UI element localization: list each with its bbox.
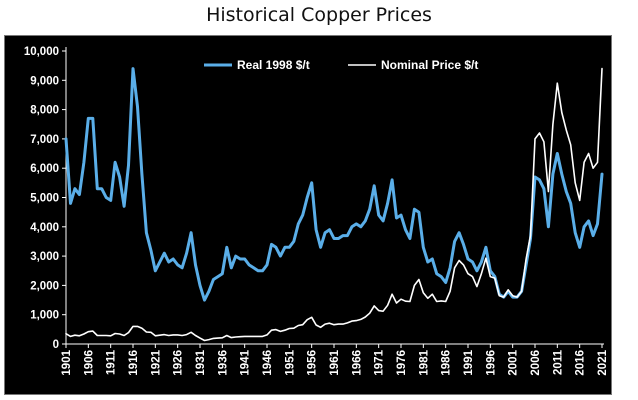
x-tick-label: 2006 (530, 350, 542, 376)
y-tick-label: 2,000 (30, 280, 59, 292)
x-tick-label: 1941 (240, 349, 252, 375)
y-tick-label: 8,000 (30, 105, 59, 117)
y-tick-label: 3,000 (30, 251, 59, 263)
x-tick-label: 1916 (128, 350, 140, 376)
series-line-nominal (65, 67, 603, 342)
x-tick-label: 2021 (597, 349, 609, 375)
x-tick-label: 1951 (284, 349, 296, 375)
x-tick-label: 1906 (83, 350, 95, 376)
x-tick-label: 1996 (485, 350, 497, 376)
series-line-real (64, 67, 604, 302)
x-tick-label: 1961 (329, 349, 341, 375)
chart-area: 0 1,000 2,000 3,000 4,000 5,000 6,000 7,000 8,00… (4, 35, 612, 395)
y-tick-label: 1,000 (30, 310, 59, 322)
y-tick-label: 6,000 (30, 163, 59, 175)
x-tick-label: 1956 (307, 350, 319, 376)
x-tick-label: 2016 (575, 350, 587, 376)
x-tick-label: 1966 (351, 350, 363, 376)
x-tick-label: 1931 (195, 349, 207, 375)
y-tick-label: 9,000 (30, 75, 59, 87)
legend-label-real: Real 1998 $/t (237, 58, 310, 72)
x-tick-label: 1981 (418, 349, 430, 375)
y-tick-label: 0 (53, 339, 59, 351)
x-tick-label: 2001 (508, 349, 520, 375)
y-tick-label: 10,000 (24, 46, 59, 58)
x-tick-label: 1901 (61, 349, 73, 375)
y-tick-label: 7,000 (30, 134, 59, 146)
y-tick-label: 5,000 (30, 193, 59, 205)
x-tick-label: 1946 (262, 350, 274, 376)
x-tick-label: 1926 (173, 350, 185, 376)
x-tick-label: 1971 (374, 349, 386, 375)
x-tick-label: 1936 (217, 350, 229, 376)
x-tick-label: 1921 (150, 349, 162, 375)
chart-svg: 0 1,000 2,000 3,000 4,000 5,000 6,000 7,000 8,00… (24, 46, 609, 376)
x-tick-label: 2011 (552, 349, 564, 375)
x-tick-label: 1991 (463, 349, 475, 375)
y-tick-label: 4,000 (30, 222, 59, 234)
x-tick-label: 1976 (396, 350, 408, 376)
chart-title: Historical Copper Prices (206, 4, 432, 26)
x-tick-label: 1986 (441, 350, 453, 376)
legend-label-nominal: Nominal Price $/t (381, 58, 478, 72)
x-tick-label: 1911 (106, 349, 118, 375)
